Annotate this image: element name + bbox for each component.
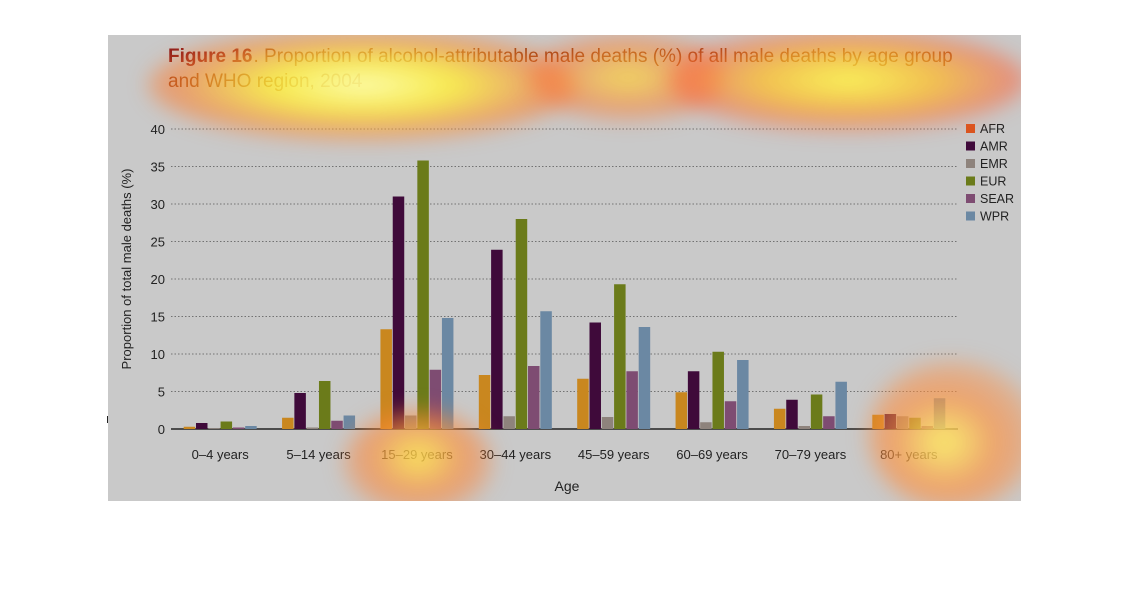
x-tick-label: 60–69 years (676, 447, 748, 462)
x-axis: 0–4 years 5–14 years 15–29 years 30–44 year… (192, 447, 938, 462)
bar-sear (626, 371, 638, 429)
bar-eur (909, 417, 921, 429)
legend-swatch-eur (966, 176, 975, 186)
bar-eur (810, 394, 823, 429)
bar-emr (798, 426, 811, 429)
bar-afr (577, 378, 589, 429)
bar-wpr (343, 415, 356, 429)
x-tick-label: 0–4 years (192, 447, 250, 462)
bar-afr (282, 417, 294, 429)
bar-amr (687, 371, 700, 429)
bar-emr (601, 417, 614, 429)
bar-afr (183, 426, 196, 429)
bar-amr (786, 399, 798, 429)
bar-emr (896, 416, 909, 429)
caption-line-1: . Proportion of alcohol-attributable mal… (253, 46, 952, 67)
bar-sear (724, 401, 737, 429)
bar-eur (220, 421, 233, 429)
bar-eur (614, 284, 626, 429)
bar-wpr (540, 311, 552, 429)
bar-chart: Figure 16 . Proportion of alcohol-attrib… (119, 46, 1014, 494)
bar-emr (208, 428, 220, 429)
bar-afr (380, 329, 392, 429)
bar-amr (294, 393, 306, 429)
bar-sear (823, 416, 835, 429)
bars (183, 160, 946, 429)
bar-wpr (245, 426, 257, 429)
bar-afr (478, 375, 491, 429)
bar-emr (503, 416, 515, 429)
y-tick-label: 30 (151, 197, 165, 212)
bar-afr (773, 408, 786, 429)
legend-label-amr: AMR (980, 140, 1008, 154)
figure-label: Figure 16 (168, 46, 252, 67)
legend: AFR AMR EMR EUR SEAR WPR (966, 122, 1014, 224)
bar-sear (528, 366, 540, 429)
legend-swatch-sear (966, 194, 975, 203)
bar-sear (232, 427, 245, 429)
legend-label-eur: EUR (980, 175, 1006, 189)
bar-wpr (441, 318, 454, 429)
bar-wpr (835, 381, 847, 429)
legend-swatch-emr (966, 159, 975, 168)
y-tick-label: 0 (158, 422, 165, 437)
bar-amr (491, 249, 503, 429)
legend-label-wpr: WPR (980, 210, 1009, 224)
x-axis-title: Age (555, 478, 580, 494)
bar-wpr (933, 398, 946, 429)
bar-emr (405, 415, 417, 429)
figure-panel: Figure 16 . Proportion of alcohol-attrib… (108, 35, 1021, 501)
caption-line-2: and WHO region, 2004 (168, 71, 363, 92)
y-tick-label: 25 (151, 235, 165, 250)
bar-emr (700, 422, 712, 429)
legend-swatch-afr (966, 124, 975, 133)
bar-amr (589, 322, 601, 429)
x-tick-label: 80+ years (880, 447, 938, 462)
bar-amr (884, 414, 897, 429)
y-tick-label: 35 (151, 160, 165, 175)
bar-sear (921, 426, 934, 429)
y-axis: 0 5 10 15 20 25 30 35 40 (151, 122, 165, 437)
x-tick-label: 45–59 years (578, 447, 650, 462)
x-tick-label: 5–14 years (286, 447, 351, 462)
bar-amr (392, 196, 405, 429)
bar-wpr (737, 360, 749, 429)
x-tick-label: 70–79 years (775, 447, 847, 462)
bar-eur (318, 381, 331, 429)
bar-eur (712, 351, 724, 429)
y-tick-label: 20 (151, 272, 165, 287)
bar-afr (872, 414, 884, 429)
bar-wpr (638, 327, 651, 429)
bar-emr (306, 427, 319, 429)
legend-label-sear: SEAR (980, 192, 1014, 206)
bar-sear (331, 420, 343, 429)
bar-eur (515, 219, 528, 429)
y-tick-label: 10 (151, 347, 165, 362)
y-tick-label: 40 (151, 122, 165, 137)
bar-eur (417, 160, 429, 429)
legend-swatch-wpr (966, 211, 975, 221)
figure-caption: . Proportion of alcohol-attributable mal… (168, 46, 953, 92)
bar-amr (195, 423, 208, 429)
legend-label-afr: AFR (980, 122, 1005, 136)
legend-label-emr: EMR (980, 157, 1008, 171)
bar-afr (675, 392, 688, 429)
y-axis-title: Proportion of total male deaths (%) (119, 169, 134, 370)
y-tick-label: 15 (151, 310, 165, 325)
x-tick-label: 30–44 years (480, 447, 552, 462)
legend-swatch-amr (966, 141, 975, 151)
y-tick-label: 5 (158, 385, 165, 400)
x-tick-label: 15–29 years (381, 447, 453, 462)
bar-sear (429, 369, 442, 429)
